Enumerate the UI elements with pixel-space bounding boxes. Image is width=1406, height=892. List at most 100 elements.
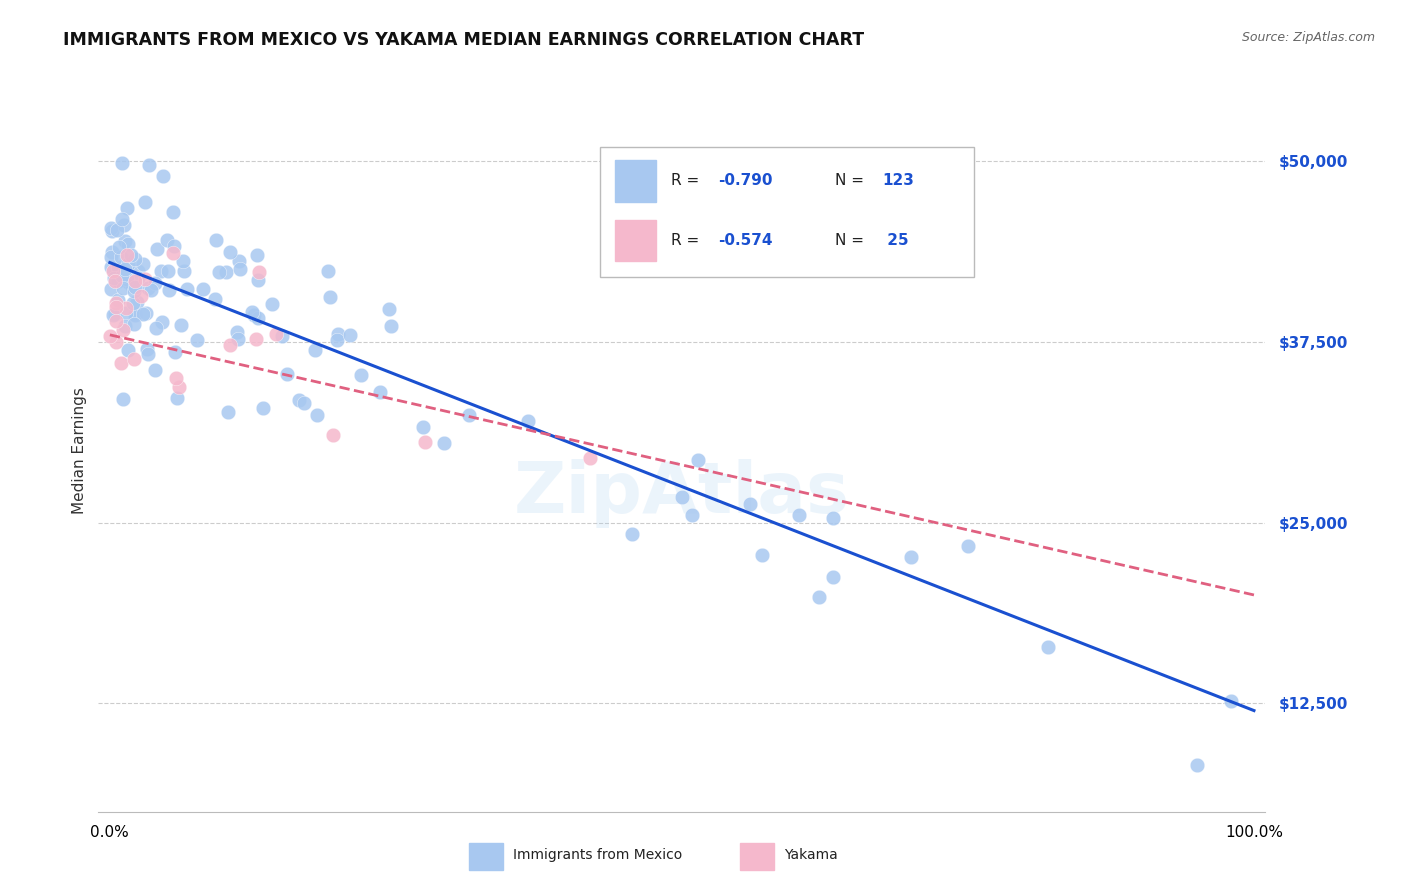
Point	[162, 246, 184, 260]
Point	[243, 309, 266, 323]
Point	[245, 332, 267, 346]
Point	[143, 363, 166, 377]
Point	[111, 212, 134, 227]
FancyBboxPatch shape	[470, 843, 503, 870]
Point	[517, 414, 540, 428]
Point	[173, 264, 195, 278]
Point	[101, 245, 124, 260]
Point	[681, 508, 703, 522]
Point	[247, 272, 270, 286]
Point	[105, 314, 128, 328]
Point	[156, 264, 179, 278]
Point	[246, 310, 269, 325]
Point	[288, 393, 311, 408]
Point	[117, 201, 139, 215]
Point	[751, 548, 773, 562]
Point	[156, 233, 179, 247]
Point	[107, 260, 129, 275]
Point	[264, 326, 287, 341]
Point	[1036, 640, 1059, 654]
Point	[111, 323, 134, 337]
Point	[100, 221, 122, 235]
Point	[956, 539, 979, 553]
Point	[101, 224, 124, 238]
Point	[138, 158, 160, 172]
Point	[146, 242, 169, 256]
Point	[621, 527, 644, 541]
Point	[823, 570, 845, 584]
Point	[350, 368, 373, 383]
Point	[163, 238, 186, 252]
Point	[176, 282, 198, 296]
Point	[117, 343, 139, 358]
Point	[101, 264, 124, 278]
Point	[100, 260, 122, 274]
Point	[103, 307, 125, 321]
Point	[135, 342, 157, 356]
Point	[157, 283, 180, 297]
Point	[152, 169, 174, 184]
Point	[671, 491, 693, 505]
Point	[114, 301, 136, 315]
Point	[143, 277, 166, 291]
Point	[413, 435, 436, 450]
Point	[787, 508, 810, 523]
Point	[217, 405, 239, 419]
Point	[112, 281, 135, 295]
Point	[121, 279, 143, 293]
Point	[105, 300, 128, 314]
Point	[114, 234, 136, 248]
Point	[115, 306, 138, 320]
Point	[219, 338, 242, 352]
Point	[111, 392, 134, 406]
Point	[100, 250, 122, 264]
Point	[131, 257, 153, 271]
Text: Source: ZipAtlas.com: Source: ZipAtlas.com	[1241, 31, 1375, 45]
Point	[134, 272, 156, 286]
Point	[129, 289, 152, 303]
Point	[111, 156, 134, 170]
Text: Yakama: Yakama	[785, 848, 838, 863]
Point	[229, 261, 252, 276]
Point	[276, 367, 298, 381]
Point	[808, 591, 831, 605]
Point	[208, 265, 231, 279]
Text: Immigrants from Mexico: Immigrants from Mexico	[513, 848, 682, 863]
Point	[378, 302, 401, 317]
Point	[115, 272, 138, 286]
Point	[252, 401, 274, 416]
Point	[458, 409, 481, 423]
Text: ZipAtlas: ZipAtlas	[515, 459, 849, 528]
Point	[433, 436, 456, 450]
Point	[124, 352, 146, 367]
Point	[124, 252, 146, 266]
FancyBboxPatch shape	[740, 843, 775, 870]
Point	[167, 379, 190, 393]
Point	[322, 427, 344, 442]
Point	[900, 549, 922, 564]
Point	[127, 270, 149, 285]
Point	[821, 511, 844, 525]
Point	[688, 453, 710, 467]
Point	[738, 497, 761, 511]
Point	[127, 295, 149, 310]
Point	[218, 244, 240, 259]
Point	[135, 306, 157, 320]
Point	[162, 205, 184, 219]
Point	[110, 355, 132, 369]
Point	[124, 284, 146, 298]
Point	[172, 254, 194, 268]
Point	[412, 420, 434, 434]
Point	[193, 282, 215, 296]
Point	[131, 307, 153, 321]
Point	[339, 328, 361, 343]
Point	[124, 279, 146, 293]
Point	[304, 343, 326, 358]
Point	[292, 396, 315, 410]
Point	[305, 408, 328, 422]
Point	[380, 319, 402, 334]
Point	[579, 451, 602, 466]
Point	[319, 290, 342, 304]
Point	[240, 304, 263, 318]
Point	[1220, 693, 1243, 707]
